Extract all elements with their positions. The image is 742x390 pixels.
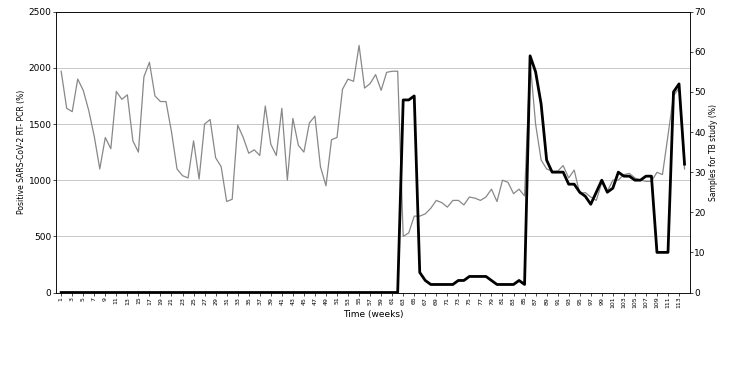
Y-axis label: Samples for TB study (%): Samples for TB study (%) xyxy=(709,104,718,200)
Samples for TB study xyxy=(56,69,65,74)
SARS-CoV-2 positive RT- PCR xyxy=(300,290,309,295)
Samples for TB study xyxy=(398,234,407,239)
Samples for TB study xyxy=(470,196,479,200)
Y-axis label: Positive SARS-CoV-2 RT- PCR (%): Positive SARS-CoV-2 RT- PCR (%) xyxy=(17,90,26,214)
SARS-CoV-2 positive RT- PCR xyxy=(56,290,65,295)
SARS-CoV-2 positive RT- PCR xyxy=(459,278,468,283)
Samples for TB study xyxy=(542,167,551,171)
Samples for TB study xyxy=(228,197,237,202)
Line: Samples for TB study: Samples for TB study xyxy=(61,45,685,236)
Samples for TB study xyxy=(680,167,689,171)
Samples for TB study xyxy=(355,43,364,48)
SARS-CoV-2 positive RT- PCR xyxy=(536,102,545,106)
SARS-CoV-2 positive RT- PCR xyxy=(680,162,689,167)
X-axis label: Time (weeks): Time (weeks) xyxy=(343,310,403,319)
SARS-CoV-2 positive RT- PCR xyxy=(228,290,237,295)
SARS-CoV-2 positive RT- PCR xyxy=(128,290,137,295)
Samples for TB study xyxy=(128,138,137,143)
SARS-CoV-2 positive RT- PCR xyxy=(525,53,534,58)
Samples for TB study xyxy=(233,123,242,128)
SARS-CoV-2 positive RT- PCR xyxy=(233,290,242,295)
Line: SARS-CoV-2 positive RT- PCR: SARS-CoV-2 positive RT- PCR xyxy=(61,56,685,292)
Samples for TB study xyxy=(300,150,309,154)
